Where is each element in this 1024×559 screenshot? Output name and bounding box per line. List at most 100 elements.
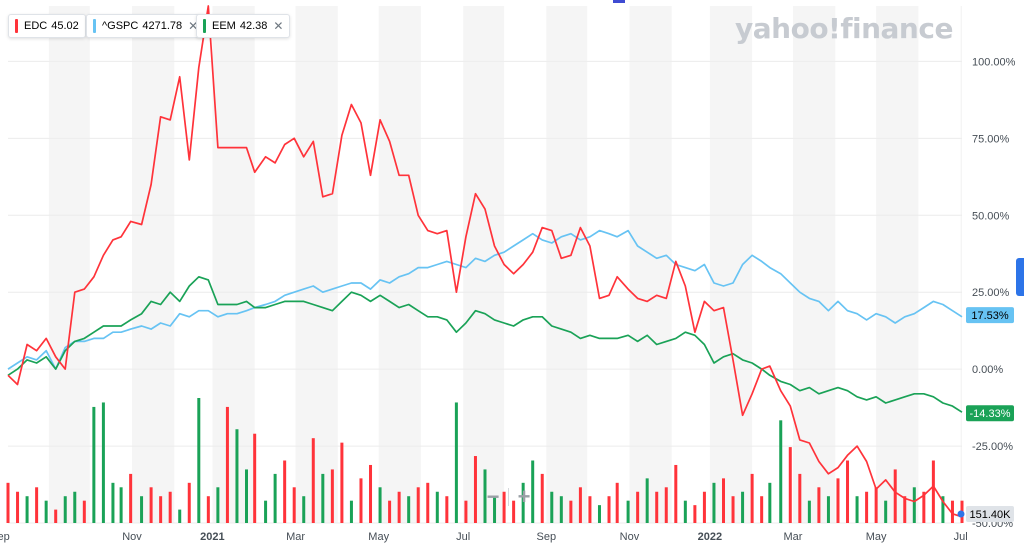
- volume-bar: [92, 406, 96, 523]
- volume-bar: [44, 500, 48, 523]
- volume-bar: [187, 482, 191, 523]
- volume-bar: [607, 496, 611, 523]
- volume-bar: [702, 491, 706, 523]
- close-icon[interactable]: ✕: [273, 19, 284, 33]
- volume-bar: [493, 496, 497, 523]
- volume-bar: [359, 478, 363, 523]
- x-tick-label: Mar: [286, 531, 305, 543]
- volume-bar: [197, 398, 201, 523]
- volume-bar: [349, 500, 353, 523]
- volume-bar: [597, 505, 601, 523]
- range-marker: [613, 0, 625, 3]
- month-band: [48, 6, 90, 523]
- volume-bar: [807, 500, 811, 523]
- y-tick-label: 50.00%: [972, 210, 1010, 222]
- volume-bar: [741, 491, 745, 523]
- volume-bar: [798, 473, 802, 523]
- side-panel-handle[interactable]: [1016, 258, 1024, 296]
- volume-bar: [664, 487, 668, 523]
- volume-bar: [865, 491, 869, 523]
- y-tick-label: 100.00%: [972, 56, 1016, 68]
- volume-bar: [140, 496, 144, 523]
- month-band: [960, 6, 962, 523]
- volume-bar: [683, 500, 687, 523]
- volume-bar: [388, 500, 392, 523]
- last-value-badge: [966, 307, 1014, 324]
- volume-bar: [253, 433, 257, 523]
- volume-label: 151.40K: [970, 509, 1012, 521]
- volume-bar: [82, 500, 86, 523]
- volume-bar: [464, 500, 468, 523]
- volume-bar: [655, 491, 659, 523]
- volume-bar: [235, 429, 239, 523]
- month-band: [132, 6, 175, 523]
- x-tick-label: Nov: [122, 531, 142, 543]
- volume-bar: [129, 473, 133, 523]
- volume-dot: [957, 510, 965, 518]
- volume-bar: [264, 500, 268, 523]
- volume-bar: [149, 487, 153, 523]
- volume-bar: [626, 500, 630, 523]
- volume-bar: [178, 509, 182, 523]
- volume-bar: [340, 442, 344, 523]
- series-line-gspc: [7, 229, 963, 370]
- volume-bar: [531, 460, 535, 523]
- month-band: [378, 6, 421, 523]
- volume-bar: [578, 487, 582, 523]
- volume-bar: [25, 496, 29, 523]
- zoom-controls: − +: [482, 484, 535, 510]
- y-tick-label: 0.00%: [972, 364, 1003, 376]
- zoom-out-button[interactable]: −: [486, 484, 500, 509]
- volume-bar: [473, 456, 477, 523]
- zoom-divider: [508, 488, 509, 506]
- volume-bar: [846, 460, 850, 523]
- month-band: [876, 6, 919, 523]
- legend-value: 42.38: [239, 20, 268, 32]
- month-band: [629, 6, 672, 523]
- legend-value: 4271.78: [142, 20, 183, 32]
- volume-bar: [826, 496, 830, 523]
- volume-bar: [16, 491, 20, 523]
- volume-bar: [397, 491, 401, 523]
- x-tick-label: May: [866, 531, 887, 543]
- legend-symbol: EDC: [24, 20, 48, 32]
- volume-bar: [454, 402, 458, 523]
- volume-bar: [35, 487, 39, 523]
- volume-bar: [950, 500, 954, 523]
- volume-bar: [6, 482, 10, 523]
- yahoo-finance-logo: yahoo!finance: [735, 12, 953, 45]
- legend-swatch-edc: [15, 19, 18, 33]
- volume-badge: [966, 506, 1014, 522]
- volume-bar: [119, 487, 123, 523]
- volume-bar: [302, 496, 306, 523]
- volume-bar: [693, 505, 697, 523]
- x-tick-label: Sep: [0, 531, 10, 543]
- legend-chip-edc[interactable]: EDC 45.02: [8, 14, 86, 38]
- y-tick-label: -25.00%: [972, 441, 1013, 453]
- volume-bar: [378, 487, 382, 523]
- volume-bar: [550, 491, 554, 523]
- volume-bar: [559, 496, 563, 523]
- legend-chip-eem[interactable]: EEM 42.38 ✕: [196, 14, 291, 38]
- volume-bar: [273, 473, 277, 523]
- zoom-in-button[interactable]: +: [517, 484, 531, 509]
- last-value-label: 17.53%: [971, 310, 1009, 322]
- x-tick-label: 2022: [698, 531, 722, 543]
- volume-bar: [836, 478, 840, 523]
- volume-bar: [512, 500, 516, 523]
- close-icon[interactable]: ✕: [188, 19, 199, 33]
- x-tick-label: Jul: [954, 531, 968, 543]
- y-tick-label: 75.00%: [972, 133, 1010, 145]
- volume-bar: [292, 487, 296, 523]
- volume-bar: [855, 496, 859, 523]
- legend-chip-gspc[interactable]: ^GSPC 4271.78 ✕: [86, 14, 206, 38]
- volume-bar: [63, 496, 67, 523]
- legend-symbol: EEM: [212, 20, 236, 32]
- volume-bar: [111, 482, 115, 523]
- y-tick-label: 25.00%: [972, 287, 1010, 299]
- legend-swatch-eem: [203, 19, 206, 33]
- volume-bar: [407, 496, 411, 523]
- x-tick-label: Nov: [620, 531, 640, 543]
